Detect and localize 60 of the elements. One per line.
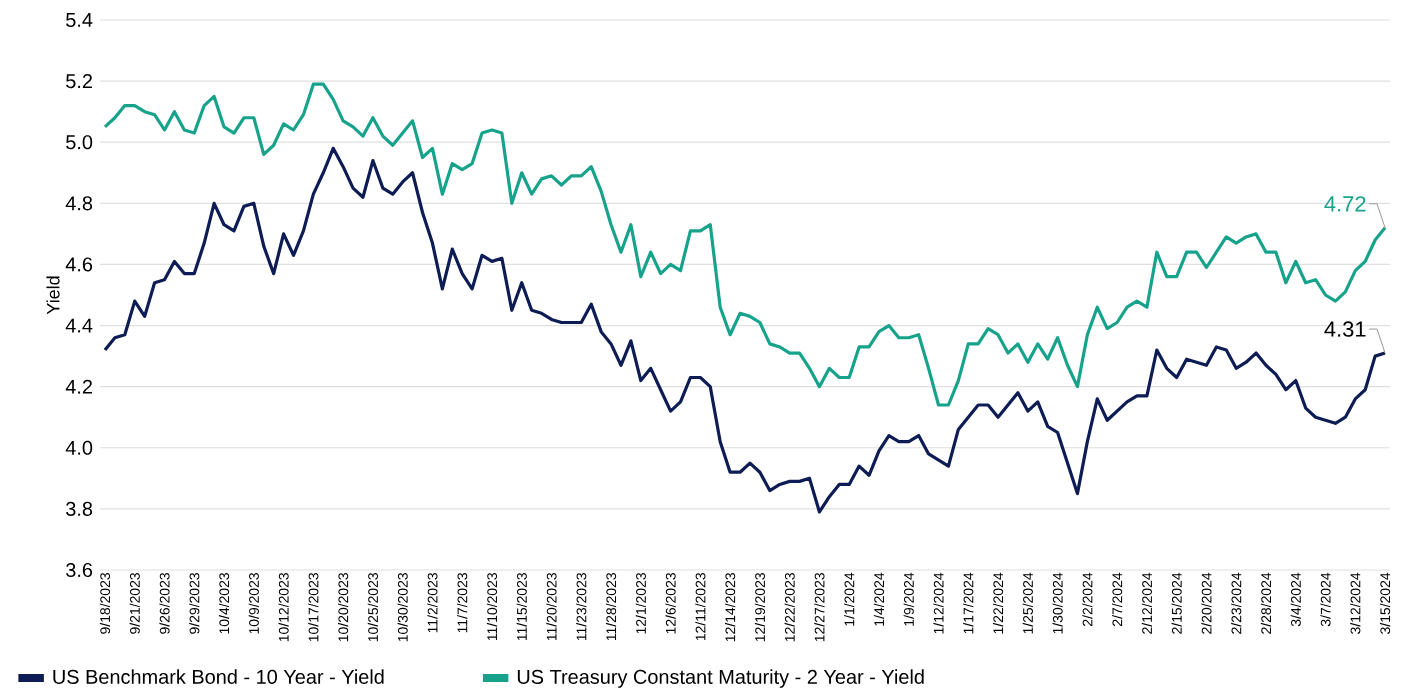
annotation: 4.72 <box>1324 196 1366 212</box>
y-tick-label: 4.4 <box>65 318 93 333</box>
y-tick-label: 5.2 <box>66 74 92 89</box>
x-tick-label: 1/4/2024 <box>873 572 885 626</box>
y-tick-label: 5.0 <box>66 135 93 150</box>
x-tick-label: 11/7/2023 <box>457 573 468 633</box>
x-tick-label: 1/1/2024 <box>844 572 855 626</box>
x-tick-label: 11/20/2023 <box>546 573 557 641</box>
y-tick-label: 3.6 <box>66 562 93 578</box>
x-tick-label: 9/29/2023 <box>189 573 200 634</box>
annotation: 4.31 <box>1324 321 1366 337</box>
y-axis-title: Yield <box>46 276 60 315</box>
y-tick-label: 4.8 <box>65 196 93 211</box>
x-tick-label: 2/28/2024 <box>1260 572 1272 634</box>
x-tick-label: 1/17/2024 <box>963 572 974 634</box>
x-tick-label: 1/30/2024 <box>1052 572 1063 634</box>
x-tick-label: 10/17/2023 <box>308 573 319 642</box>
x-tick-label: 10/30/2023 <box>397 573 408 642</box>
x-tick-label: 9/26/2023 <box>159 573 170 634</box>
x-tick-label: 11/28/2023 <box>605 573 617 641</box>
x-tick-label: 2/15/2024 <box>1171 572 1182 634</box>
x-tick-label: 1/12/2024 <box>933 572 944 634</box>
x-tick-label: 3/7/2024 <box>1320 572 1331 627</box>
x-tick-label: 1/9/2024 <box>903 572 914 626</box>
x-tick-label: 12/19/2023 <box>754 573 765 642</box>
x-tick-label: 3/12/2024 <box>1350 572 1361 634</box>
x-tick-label: 11/15/2023 <box>516 573 527 641</box>
x-tick-label: 10/9/2023 <box>248 573 259 634</box>
line-series <box>103 82 1387 407</box>
x-tick-label: 12/27/2023 <box>814 573 825 642</box>
y-tick-label: 5.4 <box>66 13 93 27</box>
x-tick-label: 2/2/2024 <box>1082 572 1093 626</box>
x-tick-label: 11/10/2023 <box>486 573 498 641</box>
x-tick-label: 2/20/2024 <box>1201 572 1212 634</box>
x-tick-label: 2/7/2024 <box>1112 572 1123 626</box>
y-tick-label: 4.6 <box>65 257 93 272</box>
x-tick-label: 2/12/2024 <box>1141 572 1153 634</box>
x-tick-label: 9/18/2023 <box>99 573 111 634</box>
y-tick-label: 4.0 <box>65 440 93 455</box>
x-tick-label: 3/15/2024 <box>1379 572 1391 634</box>
legend-label: US Treasury Constant Maturity - 2 Year - Yield <box>517 669 924 688</box>
x-tick-label: 1/22/2024 <box>992 572 1004 634</box>
y-tick-label: 3.8 <box>66 501 93 516</box>
x-tick-label: 11/23/2023 <box>576 573 587 641</box>
x-tick-label: 3/4/2024 <box>1290 572 1301 627</box>
x-tick-label: 12/11/2023 <box>695 573 706 641</box>
x-tick-label: 10/4/2023 <box>218 573 230 634</box>
x-tick-label: 12/1/2023 <box>635 573 646 634</box>
x-tick-label: 2/23/2024 <box>1231 572 1242 634</box>
x-tick-label: 12/14/2023 <box>725 573 736 642</box>
x-tick-label: 9/21/2023 <box>129 573 140 634</box>
x-tick-label: 12/6/2023 <box>665 573 676 634</box>
x-tick-label: 10/20/2023 <box>338 573 349 642</box>
x-tick-label: 10/25/2023 <box>367 573 378 642</box>
x-tick-label: 11/2/2023 <box>427 573 438 633</box>
legend-label: US Benchmark Bond - 10 Year - Yield <box>53 669 384 684</box>
x-tick-label: 12/22/2023 <box>784 573 795 642</box>
x-tick-label: 10/12/2023 <box>278 573 289 642</box>
x-tick-label: 1/25/2024 <box>1022 572 1033 634</box>
y-tick-label: 4.2 <box>65 379 92 394</box>
